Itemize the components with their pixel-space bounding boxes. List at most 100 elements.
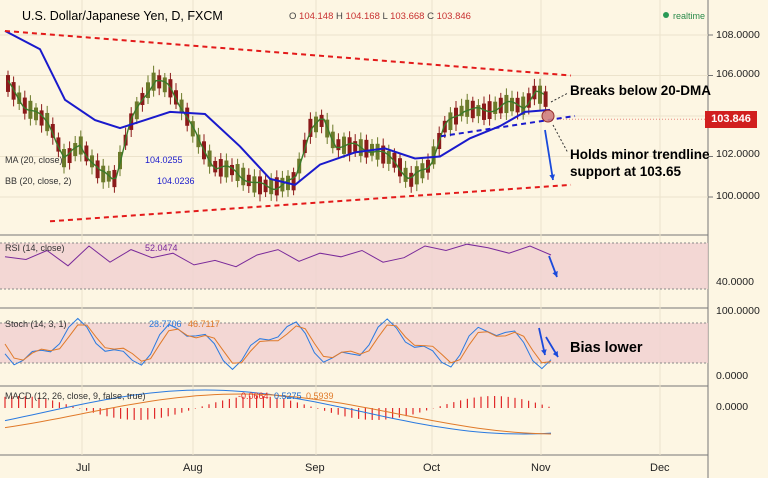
candle-body [538,85,542,104]
ohlc-open-label: O [289,11,297,22]
candle-body [39,110,44,126]
price-tick: 102.0000 [716,148,760,160]
candle-body [510,97,514,112]
stoch-band [0,323,708,363]
candle-body [476,105,481,117]
month-tick: Oct [423,462,441,474]
candle-body [543,91,548,107]
candle-body [465,99,470,117]
plot-area [0,0,708,478]
macd-signal-line [4,393,552,435]
rsi-down-arrow-head [552,271,558,277]
candle-body [398,158,402,177]
price-tick: 108.0000 [716,29,760,41]
candle-body [521,96,526,115]
ohlc-low: 103.668 [390,11,425,22]
candle-body [224,160,229,178]
macd-signal-value: 0.5939 [306,391,334,401]
bb-legend[interactable]: BB (20, close, 2) [5,176,72,186]
annotation-bias-lower: Bias lower [570,340,643,356]
ohlc-low-label: L [382,11,388,22]
candle-body [134,101,139,120]
candle-body [336,139,341,151]
candle-body [252,176,257,193]
candle-body [6,75,10,92]
candle-body [487,101,492,120]
candle-body [414,166,419,185]
rsi-line [4,243,552,268]
lower-support-trendline [49,183,572,223]
candle-body [246,174,251,187]
candle-body [95,160,100,179]
ohlc-open: 104.148 [299,11,334,22]
candle-body [420,163,425,179]
stoch-d-line [4,324,552,364]
ma20-legend[interactable]: MA (20, close) [5,155,63,165]
annotation-support-level: support at 103.65 [570,164,682,179]
bb-value: 104.0236 [157,176,195,186]
stoch-legend[interactable]: Stoch (14, 3, 1) [5,319,67,329]
ohlc-readout: O 104.148 H 104.168 L 103.668 C 103.846 [289,11,471,22]
last-price-badge: 103.846 [705,111,757,128]
candle-body [442,120,447,133]
candle-body [213,160,218,173]
candle-body [392,152,397,168]
price-tick: 106.0000 [716,68,760,80]
holds-pointer [552,124,569,154]
candle-body [448,112,453,131]
candle-body [230,164,234,176]
candle-body [482,103,486,120]
price-tick: 100.0000 [716,190,760,202]
candle-body [274,177,279,196]
candle-body [426,159,430,173]
candle-body [179,99,184,114]
upper-resistance-trendline [4,29,572,77]
candle-body [459,105,464,117]
stoch-tick: 0.0000 [716,370,749,382]
stoch-down-arrow-head [541,349,547,355]
stoch-k-line [4,317,552,371]
breaks-pointer [550,92,569,103]
stoch-d-value: 46.7117 [188,319,220,329]
candle-body [302,139,307,154]
candle-body [347,137,352,155]
candle-body [498,97,503,114]
rsi-tick: 40.0000 [716,276,754,288]
price-down-arrow [544,129,554,181]
candle-body [196,134,201,148]
rsi-legend[interactable]: RSI (14, close) [5,243,65,253]
candle-body [67,148,72,164]
candle-body [17,92,22,104]
macd-legend[interactable]: MACD (12, 26, close, 9, false, true) [5,391,146,401]
stoch-tick: 100.0000 [716,305,760,317]
candle-body [241,167,246,186]
candle-body [504,94,509,114]
annotation-breaks-20dma: Breaks below 20-DMA [570,83,712,98]
ohlc-close: 103.846 [436,11,471,22]
candle-body [353,141,358,152]
candle-body [174,90,178,105]
stoch-down-arrow-2-head [552,351,558,357]
candle-body [526,93,531,108]
candle-body [342,136,346,154]
candle-body [381,145,386,164]
candle-body [56,137,61,152]
candle-body [146,82,150,99]
ma20-value: 104.0255 [145,155,183,165]
realtime-status: realtime [663,11,705,21]
candle-body [190,121,195,137]
ma5-line [7,79,545,191]
month-tick: Nov [531,462,551,474]
month-tick: Dec [650,462,670,474]
status-dot-icon [663,12,669,18]
candle-body [151,72,156,91]
candle-body [291,172,296,191]
candle-body [308,118,313,137]
ohlc-close-label: C [427,11,434,22]
candle-body [157,75,162,89]
candle-body [493,101,498,114]
stoch-k-value: 28.7706 [149,319,182,329]
realtime-label: realtime [673,11,706,21]
